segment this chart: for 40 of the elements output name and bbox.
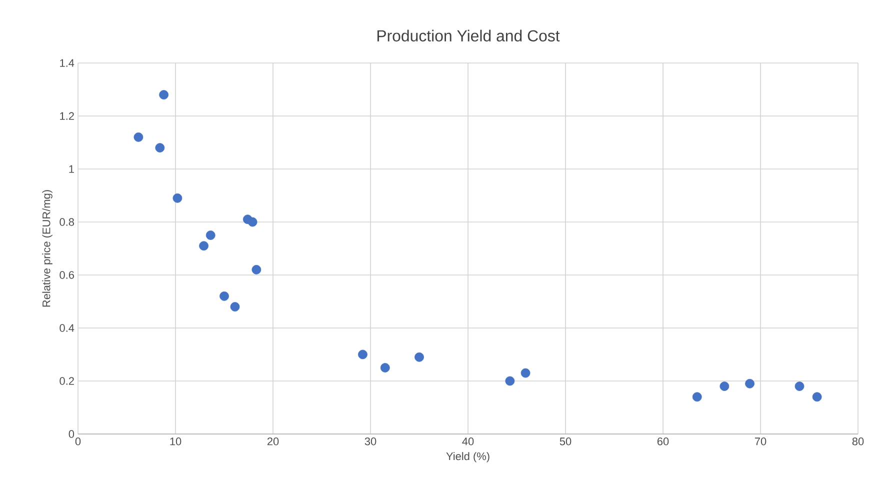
point: [199, 241, 208, 251]
point: [745, 378, 754, 388]
y-tick-label: 0.6: [60, 271, 74, 279]
point: [134, 132, 144, 142]
point: [520, 368, 530, 378]
x-axis-title: Yield (%): [446, 452, 490, 462]
point: [220, 291, 229, 301]
x-tick-label: 80: [852, 438, 864, 446]
point: [159, 90, 169, 100]
x-tick-label: 20: [267, 438, 279, 446]
point: [248, 217, 258, 227]
y-axis-title: Relative price (EUR/mg): [42, 190, 52, 307]
point: [812, 392, 822, 402]
x-tick-label: 10: [170, 438, 182, 446]
chart-title: Production Yield and Cost: [377, 30, 560, 42]
y-tick-label: 0: [68, 430, 74, 438]
y-tick-label: 1.4: [60, 59, 74, 67]
x-tick-label: 40: [462, 438, 474, 446]
point: [720, 382, 730, 391]
y-tick-label: 1.2: [60, 112, 74, 120]
y-tick-label: 0.8: [60, 218, 74, 226]
point: [172, 193, 182, 203]
x-tick-label: 0: [75, 438, 81, 446]
y-tick-label: 0.4: [60, 324, 74, 332]
point: [230, 302, 240, 312]
point: [794, 382, 804, 391]
y-tick-label: 0.2: [60, 377, 74, 385]
point: [155, 143, 165, 152]
x-tick-label: 70: [754, 438, 766, 446]
x-tick-label: 50: [560, 438, 572, 446]
point: [380, 363, 390, 372]
point: [358, 350, 368, 360]
point: [252, 264, 262, 274]
x-tick-label: 30: [364, 438, 376, 446]
point: [206, 230, 216, 240]
x-tick-label: 60: [657, 438, 669, 446]
y-tick-label: 1: [69, 165, 74, 173]
point: [414, 352, 424, 362]
point: [505, 376, 515, 386]
point: [692, 392, 702, 402]
